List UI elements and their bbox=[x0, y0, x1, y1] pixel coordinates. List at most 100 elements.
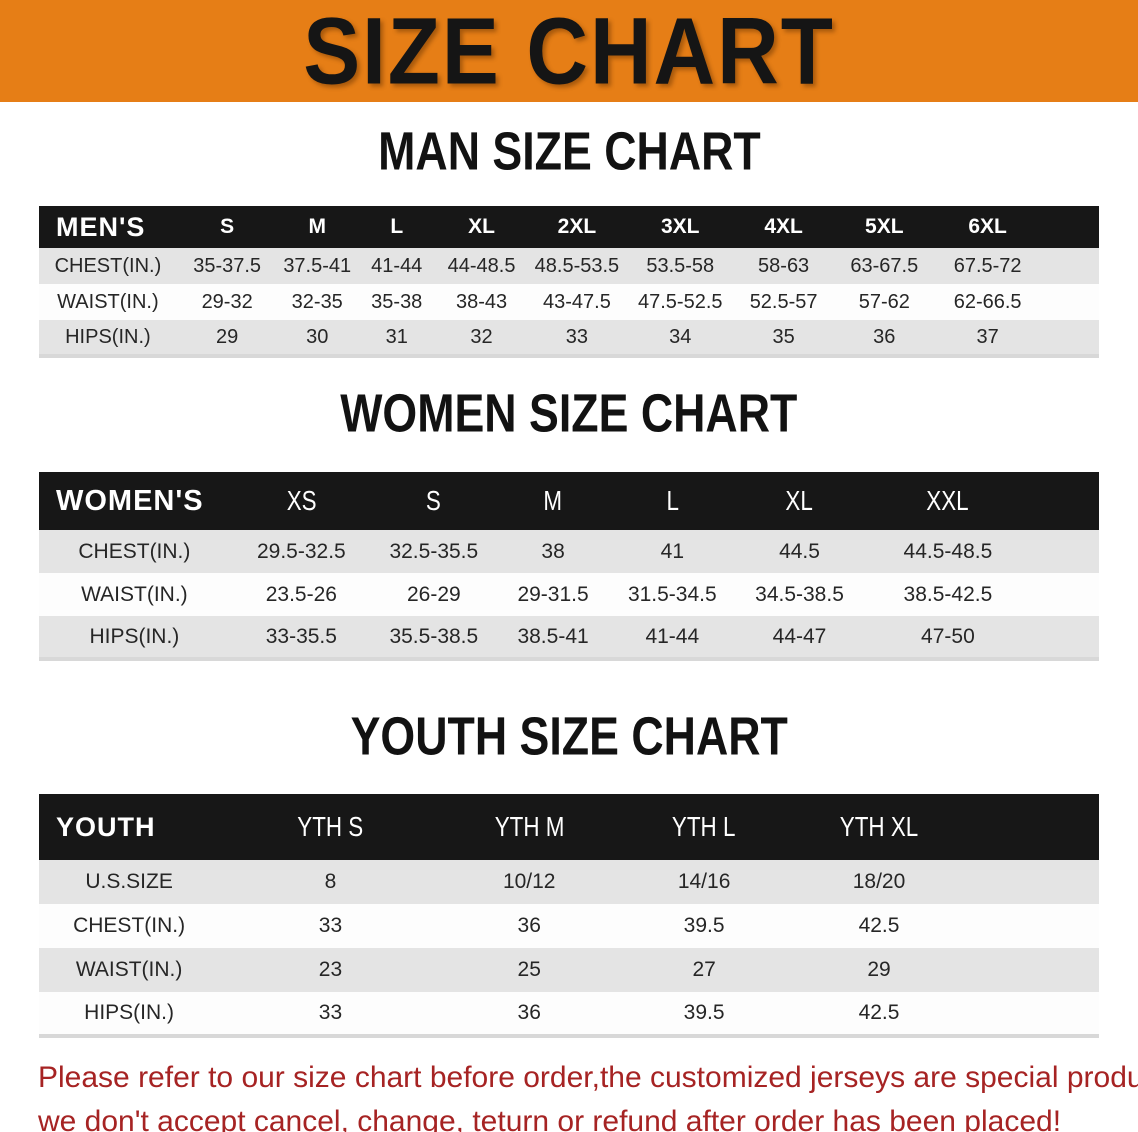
row-label: U.S.SIZE bbox=[85, 870, 173, 893]
spacer-cell bbox=[966, 948, 1099, 992]
row-label: CHEST(IN.) bbox=[78, 539, 191, 563]
size-value-cell: 10/12 bbox=[502, 870, 556, 893]
size-value-cell: 32.5-35.5 bbox=[389, 539, 479, 563]
size-value-cell: 58-63 bbox=[758, 254, 810, 277]
women-section-heading: WOMEN SIZE CHART bbox=[0, 387, 1138, 448]
size-column-header: M bbox=[277, 206, 357, 248]
size-value-cell: 39.5 bbox=[683, 914, 725, 937]
row-label: HIPS(IN.) bbox=[65, 325, 151, 348]
table-row: HIPS(IN.) 33-35.5 35.5-38.5 38.5-41 41-44 44-… bbox=[39, 616, 1099, 659]
row-label: HIPS(IN.) bbox=[84, 1001, 175, 1024]
size-value-cell: 31.5-34.5 bbox=[627, 582, 717, 606]
size-value-cell: 41 bbox=[660, 539, 684, 563]
size-value-cell: 18/20 bbox=[852, 870, 906, 893]
size-value-cell: 43-47.5 bbox=[543, 290, 611, 313]
men-section-heading-text: MAN SIZE CHART bbox=[377, 121, 761, 183]
table-row: WAIST(IN.) 23.5-26 26-29 29-31.5 31.5-34.5 34… bbox=[39, 573, 1099, 616]
table-row: WAIST(IN.) 29-32 32-35 35-38 38-43 43-47.5 47.… bbox=[39, 284, 1099, 320]
size-column-header: 2XL bbox=[526, 206, 628, 248]
youth-size-table: YOUTH YTH S YTH M YTH L YTH XL U.S.SIZE 8 10/12… bbox=[39, 794, 1099, 1038]
size-column-header: YTH M bbox=[441, 794, 617, 860]
size-value-cell: 14/16 bbox=[677, 870, 731, 893]
table-row: CHEST(IN.) 33 36 39.5 42.5 bbox=[39, 904, 1099, 948]
table-corner-label: WOMEN'S bbox=[39, 472, 230, 530]
page-title-text: SIZE CHART bbox=[303, 0, 835, 104]
size-value-cell: 34 bbox=[669, 325, 692, 348]
size-value-cell: 30 bbox=[306, 325, 329, 348]
size-value-cell: 38.5-41 bbox=[517, 624, 589, 648]
row-label: HIPS(IN.) bbox=[89, 624, 180, 648]
spacer-cell bbox=[1041, 320, 1099, 356]
size-value-cell: 34.5-38.5 bbox=[755, 582, 844, 606]
size-value-cell: 41-44 bbox=[645, 624, 700, 648]
size-column-header: M bbox=[494, 472, 612, 530]
size-value-cell: 32 bbox=[470, 325, 493, 348]
size-value-cell: 33 bbox=[318, 914, 343, 937]
women-size-table: WOMEN'S XS S M L XL XXL CHEST(IN.) 29.5-32.5 32.5… bbox=[39, 472, 1099, 661]
size-value-cell: 29 bbox=[867, 958, 891, 981]
size-value-cell: 38.5-42.5 bbox=[903, 582, 993, 606]
table-row: U.S.SIZE 8 10/12 14/16 18/20 bbox=[39, 860, 1099, 904]
size-value-cell: 23 bbox=[318, 958, 343, 981]
table-row: HIPS(IN.) 29 30 31 32 33 34 35 36 37 bbox=[39, 320, 1099, 356]
size-value-cell: 47-50 bbox=[921, 624, 975, 648]
size-value-cell: 52.5-57 bbox=[749, 290, 818, 313]
spacer-cell bbox=[966, 992, 1099, 1036]
size-value-cell: 44.5 bbox=[779, 539, 820, 563]
size-value-cell: 44-47 bbox=[772, 624, 827, 648]
disclaimer-line-2: we don't accept cancel, change, teturn o… bbox=[38, 1105, 1062, 1132]
size-value-cell: 25 bbox=[517, 958, 541, 981]
size-value-cell: 8 bbox=[324, 870, 337, 893]
size-value-cell: 29-32 bbox=[201, 290, 253, 313]
size-value-cell: 67.5-72 bbox=[953, 254, 1022, 277]
size-value-cell: 57-62 bbox=[858, 290, 910, 313]
page-title: SIZE CHART bbox=[295, 3, 843, 98]
youth-section-heading: YOUTH SIZE CHART bbox=[0, 706, 1138, 771]
youth-size-section: YOUTH SIZE CHART YOUTH YTH S YTH M YTH L YTH… bbox=[0, 706, 1138, 1038]
spacer-cell bbox=[966, 794, 1099, 860]
size-value-cell: 29 bbox=[216, 325, 239, 348]
size-value-cell: 38 bbox=[541, 539, 565, 563]
size-value-cell: 29-31.5 bbox=[517, 582, 589, 606]
table-row: WAIST(IN.) 23 25 27 29 bbox=[39, 948, 1099, 992]
disclaimer-line-1: Please refer to our size chart before or… bbox=[38, 1061, 1138, 1094]
size-column-header: XXL bbox=[865, 472, 1031, 530]
size-value-cell: 47.5-52.5 bbox=[638, 290, 723, 313]
spacer-cell bbox=[1030, 573, 1099, 616]
women-size-section: WOMEN SIZE CHART WOMEN'S XS S M L XL XXL CHEST(… bbox=[0, 387, 1138, 661]
size-value-cell: 26-29 bbox=[406, 582, 461, 606]
men-size-table: MEN'S S M L XL 2XL 3XL 4XL 5XL 6XL CHEST(IN.) 35-37… bbox=[39, 206, 1099, 358]
size-value-cell: 44.5-48.5 bbox=[903, 539, 993, 563]
size-column-header: 5XL bbox=[833, 206, 935, 248]
table-corner-label: YOUTH bbox=[39, 794, 220, 860]
row-label: CHEST(IN.) bbox=[73, 914, 186, 937]
table-row: CHEST(IN.) 35-37.5 37.5-41 41-44 44-48.5 48.5… bbox=[39, 248, 1099, 284]
youth-section-heading-text: YOUTH SIZE CHART bbox=[350, 706, 788, 768]
size-value-cell: 42.5 bbox=[858, 1001, 900, 1024]
header-row: WOMEN'S XS S M L XL XXL bbox=[39, 472, 1099, 530]
header-row: MEN'S S M L XL 2XL 3XL 4XL 5XL 6XL bbox=[39, 206, 1099, 248]
size-column-header: XS bbox=[229, 472, 373, 530]
size-column-header: L bbox=[356, 206, 437, 248]
size-value-cell: 23.5-26 bbox=[265, 582, 337, 606]
size-value-cell: 42.5 bbox=[858, 914, 900, 937]
size-value-cell: 35.5-38.5 bbox=[389, 624, 479, 648]
header-row: YOUTH YTH S YTH M YTH L YTH XL bbox=[39, 794, 1099, 860]
spacer-cell bbox=[966, 904, 1099, 948]
spacer-cell bbox=[966, 860, 1099, 904]
size-value-cell: 29.5-32.5 bbox=[256, 539, 346, 563]
size-value-cell: 48.5-53.5 bbox=[534, 254, 620, 277]
size-value-cell: 31 bbox=[385, 325, 408, 348]
spacer-cell bbox=[1040, 206, 1099, 248]
size-column-header: 6XL bbox=[934, 206, 1041, 248]
size-column-header: XL bbox=[436, 206, 527, 248]
size-value-cell: 44-48.5 bbox=[447, 254, 516, 277]
size-value-cell: 36 bbox=[517, 914, 541, 937]
spacer-cell bbox=[1041, 248, 1099, 284]
size-value-cell: 36 bbox=[873, 325, 896, 348]
size-column-header: L bbox=[611, 472, 734, 530]
size-value-cell: 35-37.5 bbox=[193, 254, 262, 277]
size-column-header: YTH XL bbox=[791, 794, 967, 860]
size-value-cell: 37 bbox=[976, 325, 999, 348]
